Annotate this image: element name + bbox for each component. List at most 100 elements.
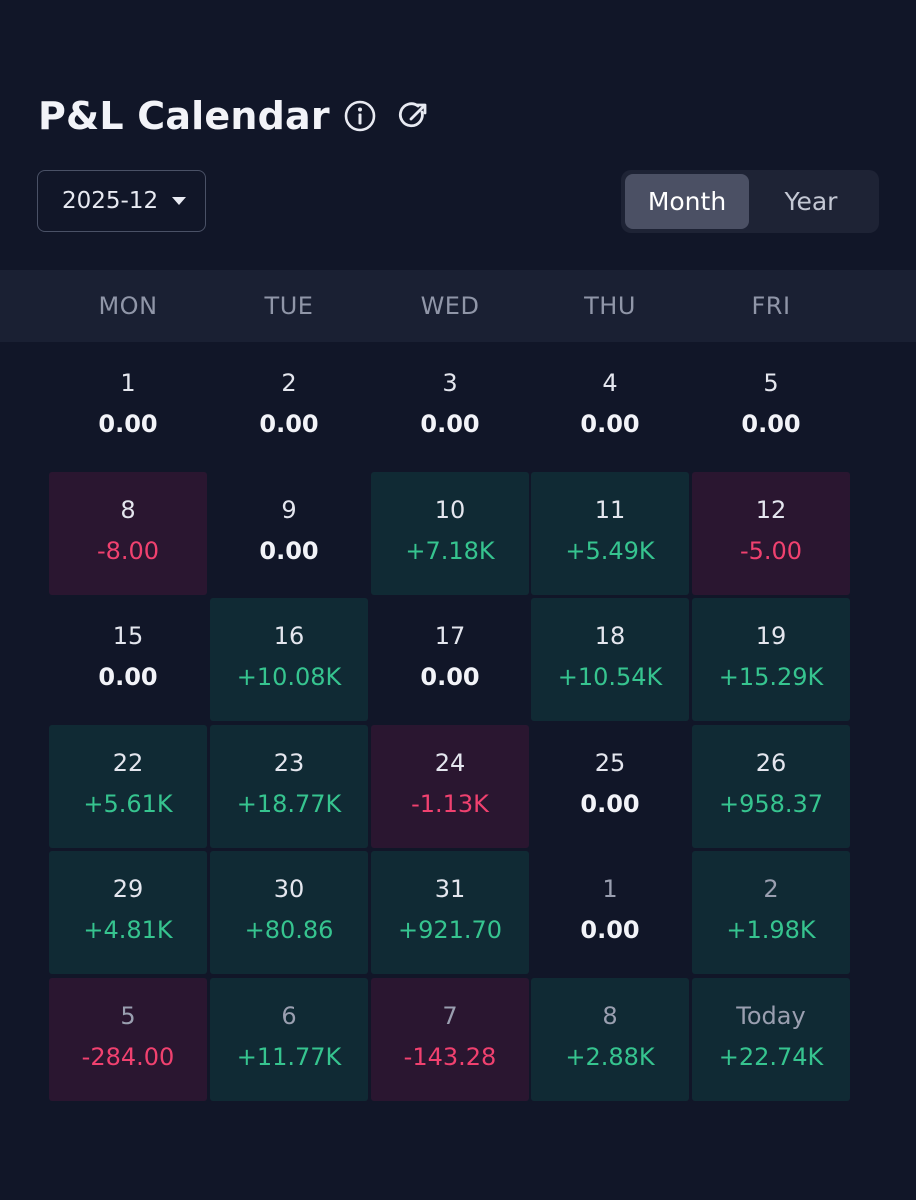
day-number: 10 [434,496,466,524]
day-pnl-value: 0.00 [420,663,480,691]
day-pnl-value: +958.37 [718,790,824,818]
day-number: 8 [602,1002,618,1030]
day-pnl-value: +1.98K [726,916,816,944]
caret-down-icon [172,197,187,205]
day-number: 12 [755,496,787,524]
day-number: 9 [281,496,297,524]
weekday-sat: S [853,270,916,342]
day-pnl-value: -8.00 [96,537,160,565]
month-select-value: 2025-12 [62,188,159,214]
day-pnl-value: +7.18K [405,537,495,565]
calendar-day-cell[interactable]: 25 0.00 [531,725,689,848]
calendar-day-cell[interactable]: 4 0.00 [531,345,689,468]
info-icon[interactable] [342,98,378,134]
calendar-day-cell[interactable]: 24 -1.13K [371,725,529,848]
view-toggle: Month Year [621,170,879,233]
day-number: 24 [434,749,466,777]
calendar-day-cell[interactable]: 30 +80.86 [210,851,368,974]
calendar-day-cell[interactable]: 2 0.00 [210,345,368,468]
day-pnl-value: 0.00 [98,410,158,438]
day-pnl-value: 0.00 [420,410,480,438]
month-select[interactable]: 2025-12 [37,170,206,232]
day-number: 30 [273,875,305,903]
calendar-day-cell[interactable]: 19 +15.29K [692,598,850,721]
weekday-header: MON TUE WED THU FRI S [0,270,916,342]
calendar-day-cell[interactable]: 23 +18.77K [210,725,368,848]
day-pnl-value: +5.49K [565,537,655,565]
calendar-day-cell[interactable]: 15 0.00 [49,598,207,721]
day-pnl-value: +15.29K [718,663,824,691]
day-pnl-value: +10.54K [557,663,663,691]
calendar-day-cell[interactable]: 2 +1.98K [692,851,850,974]
day-pnl-value: 0.00 [580,916,640,944]
calendar-day-cell[interactable]: 8 +2.88K [531,978,689,1101]
day-number: 31 [434,875,466,903]
calendar-day-cell[interactable]: 1 0.00 [531,851,689,974]
day-pnl-value: -143.28 [403,1043,497,1071]
calendar-day-cell[interactable]: 26 +958.37 [692,725,850,848]
day-number: 1 [602,875,618,903]
day-pnl-value: -284.00 [81,1043,175,1071]
calendar-day-cell[interactable]: 29 +4.81K [49,851,207,974]
weekday-mon: MON [98,292,158,320]
day-number: 22 [112,749,144,777]
day-number: 19 [755,622,787,650]
day-number: 1 [120,369,136,397]
calendar-day-cell[interactable]: 8 -8.00 [49,472,207,595]
calendar-day-cell[interactable]: 9 0.00 [210,472,368,595]
day-number: 26 [755,749,787,777]
calendar-day-cell[interactable]: Today +22.74K [692,978,850,1101]
day-number: 5 [120,1002,136,1030]
calendar-day-cell[interactable]: 11 +5.49K [531,472,689,595]
calendar-day-cell[interactable]: 5 0.00 [692,345,850,468]
calendar-day-cell[interactable]: 22 +5.61K [49,725,207,848]
day-pnl-value: +2.88K [565,1043,655,1071]
day-number: 5 [763,369,779,397]
day-pnl-value: +18.77K [236,790,342,818]
day-pnl-value: -1.13K [411,790,489,818]
day-pnl-value: +4.81K [83,916,173,944]
day-pnl-value: 0.00 [741,410,801,438]
day-number: 4 [602,369,618,397]
day-number: 29 [112,875,144,903]
toggle-year[interactable]: Year [784,187,838,216]
calendar-day-cell[interactable]: 31 +921.70 [371,851,529,974]
day-pnl-value: +11.77K [236,1043,342,1071]
day-number: 18 [594,622,626,650]
calendar-day-cell[interactable]: 16 +10.08K [210,598,368,721]
day-number: 3 [442,369,458,397]
day-pnl-value: 0.00 [580,790,640,818]
toggle-month[interactable]: Month [625,174,749,229]
day-number: 2 [763,875,779,903]
day-number: 11 [594,496,626,524]
calendar-day-cell[interactable]: 12 -5.00 [692,472,850,595]
day-pnl-value: +22.74K [718,1043,824,1071]
day-number: 16 [273,622,305,650]
day-number: Today [736,1002,806,1030]
page-title: P&L Calendar [38,94,330,138]
day-pnl-value: -5.00 [739,537,803,565]
weekday-wed: WED [420,292,480,320]
day-number: 23 [273,749,305,777]
calendar-day-cell[interactable]: 1 0.00 [49,345,207,468]
calendar-day-cell[interactable]: 5 -284.00 [49,978,207,1101]
day-pnl-value: 0.00 [259,537,319,565]
share-icon[interactable] [396,98,432,134]
day-pnl-value: 0.00 [98,663,158,691]
day-number: 2 [281,369,297,397]
day-number: 15 [112,622,144,650]
calendar-day-cell[interactable]: 18 +10.54K [531,598,689,721]
day-pnl-value: +80.86 [244,916,334,944]
calendar-day-cell[interactable]: 7 -143.28 [371,978,529,1101]
day-number: 17 [434,622,466,650]
weekday-fri: FRI [751,292,791,320]
day-pnl-value: +5.61K [83,790,173,818]
calendar-day-cell[interactable]: 3 0.00 [371,345,529,468]
calendar-day-cell[interactable]: 17 0.00 [371,598,529,721]
day-pnl-value: 0.00 [259,410,319,438]
calendar-day-cell[interactable]: 10 +7.18K [371,472,529,595]
weekday-thu: THU [584,292,636,320]
calendar-day-cell[interactable]: 6 +11.77K [210,978,368,1101]
day-number: 8 [120,496,136,524]
weekday-tue: TUE [264,292,314,320]
